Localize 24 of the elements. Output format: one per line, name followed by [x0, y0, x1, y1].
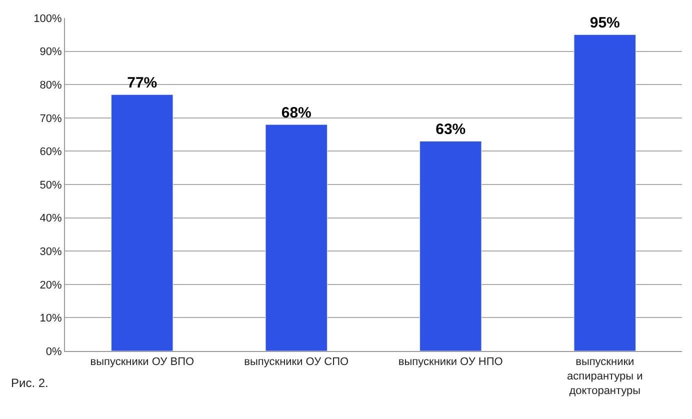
y-tick-label: 50%: [40, 179, 62, 192]
bar: [420, 140, 482, 351]
data-label: 68%: [281, 104, 312, 122]
y-tick-label: 60%: [40, 146, 62, 158]
x-tick-label: выпускники ОУ НПО: [398, 356, 504, 368]
bar: [111, 94, 174, 351]
y-tick-label: 80%: [40, 79, 62, 92]
data-label: 63%: [436, 121, 466, 138]
y-tick-label: 30%: [40, 246, 62, 258]
data-label: 95%: [590, 14, 620, 32]
y-tick-label: 20%: [40, 279, 62, 292]
y-tick-label: 90%: [40, 46, 62, 58]
y-tick-label: 70%: [40, 112, 62, 125]
y-tick-label: 10%: [40, 312, 62, 325]
y-tick-label: 40%: [40, 212, 62, 225]
bar: [265, 124, 328, 351]
bar: [574, 34, 636, 351]
x-tick-label: выпускники ОУ ВПО: [90, 356, 194, 368]
text: Рис. 2.: [11, 376, 48, 390]
y-tick-label: 0%: [46, 346, 62, 358]
y-tick-label: 100%: [34, 12, 62, 25]
x-tick-label: выпускники ОУ СПО: [244, 356, 350, 368]
data-label: 77%: [127, 74, 158, 92]
x-tick-label: выпускники аспирантуры и докторантуры: [566, 356, 643, 397]
